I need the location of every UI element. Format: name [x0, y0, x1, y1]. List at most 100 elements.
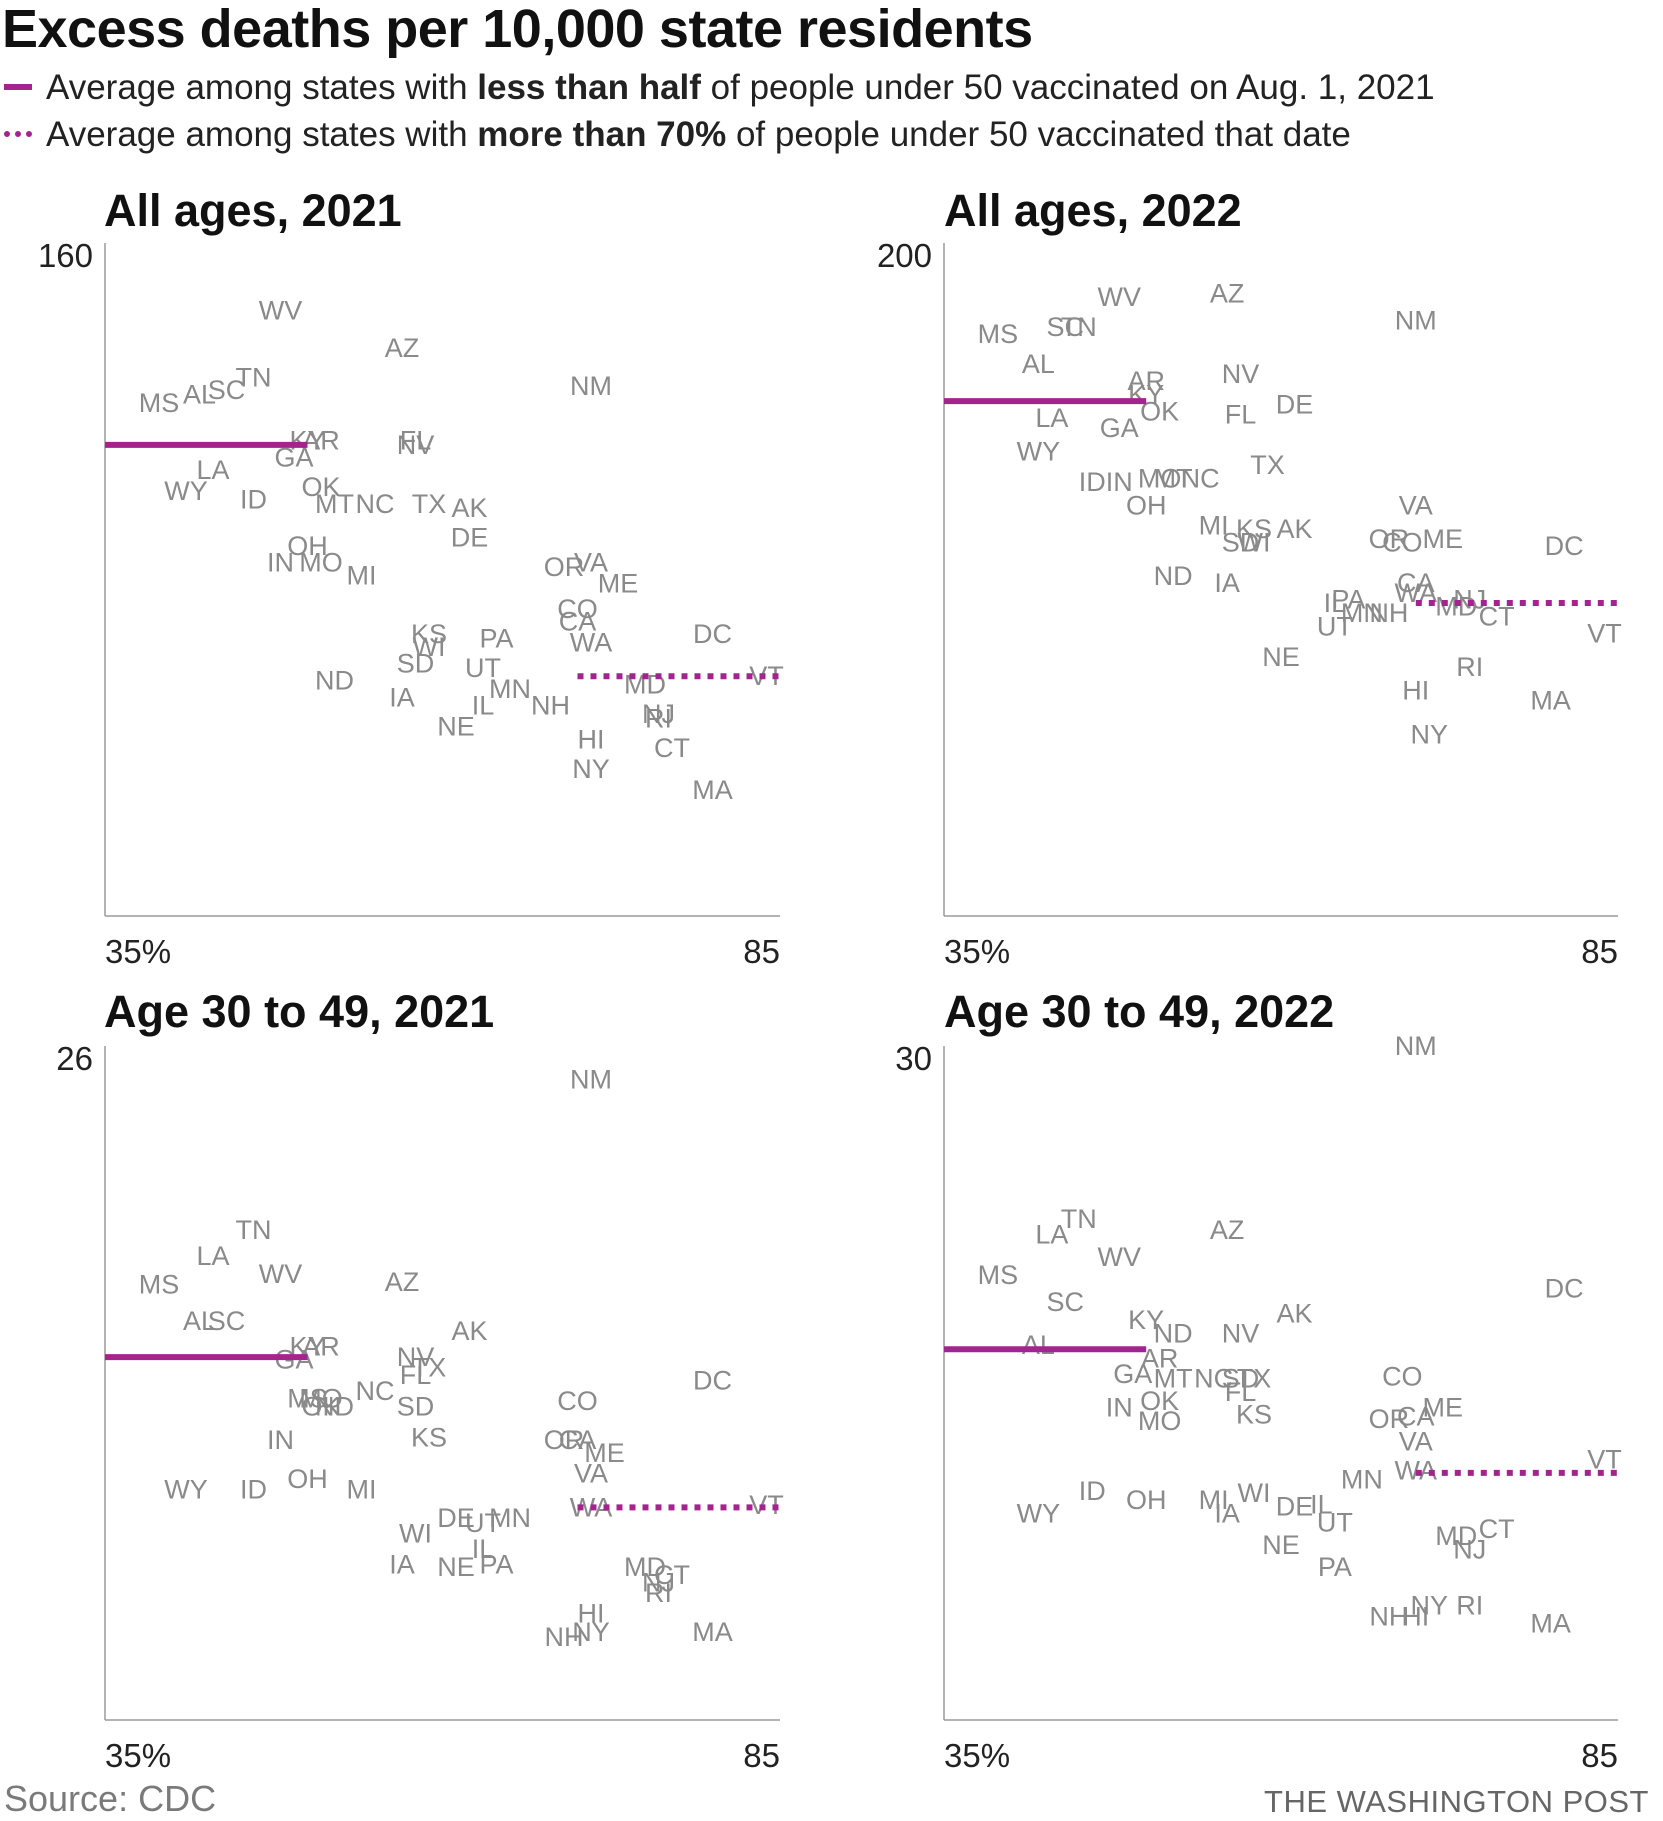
state-label-wv: WV [1097, 282, 1141, 312]
x-tick-label-max: 85 [1581, 933, 1618, 970]
state-label-dc: DC [1545, 1274, 1584, 1304]
state-label-md: MD [1435, 1521, 1477, 1551]
state-label-mo: MO [1138, 1406, 1182, 1436]
x-tick-label-min: 35% [105, 1737, 171, 1774]
state-label-id: ID [240, 1474, 267, 1504]
state-label-ms: MS [139, 1269, 180, 1299]
state-label-co: CO [1382, 527, 1423, 557]
state-label-az: AZ [385, 1267, 420, 1297]
state-label-de: DE [1276, 390, 1314, 420]
state-label-me: ME [598, 569, 639, 599]
state-label-ri: RI [645, 1578, 672, 1608]
state-label-mo: MO [1138, 464, 1182, 494]
state-label-md: MD [1435, 591, 1477, 621]
panel-title-age-30-49-2022: Age 30 to 49, 2022 [944, 986, 1335, 1037]
panel-title-all-ages-2022: All ages, 2022 [944, 185, 1242, 236]
state-label-nc: NC [356, 489, 395, 519]
state-label-mn: MN [1341, 1465, 1383, 1495]
state-label-ct: CT [654, 733, 690, 763]
state-label-fl: FL [400, 1360, 432, 1390]
state-label-oh: OH [287, 531, 328, 561]
state-label-pa: PA [479, 623, 513, 653]
state-label-pa: PA [1331, 585, 1365, 615]
state-label-mt: MT [1154, 1364, 1193, 1394]
state-label-co: CO [1382, 1361, 1423, 1391]
state-label-nj: NJ [1453, 585, 1486, 615]
state-label-mi: MI [1199, 1485, 1229, 1515]
state-label-ar: AR [1127, 366, 1165, 396]
state-label-ms: MS [978, 319, 1019, 349]
state-label-ak: AK [451, 493, 487, 523]
state-label-nj: NJ [642, 699, 675, 729]
state-label-ct: CT [1479, 1514, 1515, 1544]
state-label-ok: OK [301, 472, 340, 502]
state-label-mi: MI [347, 560, 377, 590]
state-label-mo: MO [299, 1384, 343, 1414]
state-label-ny: NY [1411, 719, 1449, 749]
state-label-vt: VT [749, 1490, 784, 1520]
state-label-me: ME [1423, 524, 1464, 554]
y-tick-label: 26 [56, 1040, 93, 1077]
state-label-nj: NJ [1453, 1534, 1486, 1564]
state-label-wy: WY [1017, 1498, 1061, 1528]
state-label-ms: MS [287, 1384, 328, 1414]
state-label-ny: NY [1411, 1590, 1449, 1620]
state-label-va: VA [1399, 490, 1433, 520]
state-label-sc: SC [208, 375, 246, 405]
state-label-mi: MI [1199, 511, 1229, 541]
state-label-me: ME [584, 1438, 625, 1468]
state-label-wi: WI [399, 1518, 432, 1548]
state-label-wv: WV [1097, 1242, 1141, 1272]
state-label-ks: KS [411, 619, 447, 649]
state-label-ut: UT [1317, 612, 1353, 642]
state-label-il: IL [1310, 1489, 1333, 1519]
state-label-tx: TX [412, 489, 447, 519]
state-label-nc: NC [356, 1376, 395, 1406]
state-label-in: IN [267, 548, 294, 578]
state-label-ga: GA [1113, 1359, 1152, 1389]
state-label-wv: WV [259, 1259, 303, 1289]
state-label-nv: NV [397, 430, 435, 460]
state-label-ct: CT [654, 1560, 690, 1590]
state-label-nm: NM [1395, 1031, 1437, 1061]
state-label-tn: TN [236, 363, 272, 393]
state-label-vt: VT [1587, 618, 1622, 648]
state-label-sd: SD [1222, 1364, 1260, 1394]
state-label-la: LA [1035, 403, 1068, 433]
state-label-ri: RI [1456, 652, 1483, 682]
state-label-ma: MA [692, 775, 733, 805]
legend-dotted-bold: more than 70% [477, 115, 727, 154]
state-label-nv: NV [1222, 359, 1260, 389]
state-label-id: ID [1079, 467, 1106, 497]
legend-dotted-entry: Average among states with more than 70% … [4, 115, 1351, 155]
state-label-ia: IA [389, 1549, 415, 1579]
x-tick-label-min: 35% [944, 1737, 1010, 1774]
state-label-wy: WY [1017, 437, 1061, 467]
state-label-ar: AR [1141, 1343, 1179, 1373]
legend-dotted-prefix: Average among states with [46, 115, 478, 154]
state-label-or: OR [544, 552, 585, 582]
state-label-sd: SD [1222, 527, 1260, 557]
state-label-ut: UT [465, 653, 501, 683]
state-label-ga: GA [1100, 413, 1139, 443]
state-label-ak: AK [1276, 514, 1312, 544]
state-label-nm: NM [570, 371, 612, 401]
state-label-mo: MO [299, 548, 343, 578]
state-label-ca: CA [1397, 568, 1435, 598]
state-label-wi: WI [413, 632, 446, 662]
state-label-ne: NE [1262, 642, 1300, 672]
state-label-sc: SC [208, 1306, 246, 1336]
state-label-hi: HI [578, 1599, 605, 1629]
state-label-ky: KY [1128, 379, 1164, 409]
state-label-fl: FL [400, 426, 432, 456]
state-label-id: ID [1079, 1476, 1106, 1506]
state-label-wa: WA [570, 628, 613, 658]
state-label-or: OR [1369, 524, 1410, 554]
state-label-mi: MI [347, 1474, 377, 1504]
state-label-oh: OH [287, 1464, 328, 1494]
state-label-vt: VT [749, 661, 784, 691]
state-label-nd: ND [1154, 1319, 1193, 1349]
x-tick-label-max: 85 [743, 933, 780, 970]
state-label-ny: NY [572, 754, 610, 784]
state-label-tx: TX [412, 1352, 447, 1382]
